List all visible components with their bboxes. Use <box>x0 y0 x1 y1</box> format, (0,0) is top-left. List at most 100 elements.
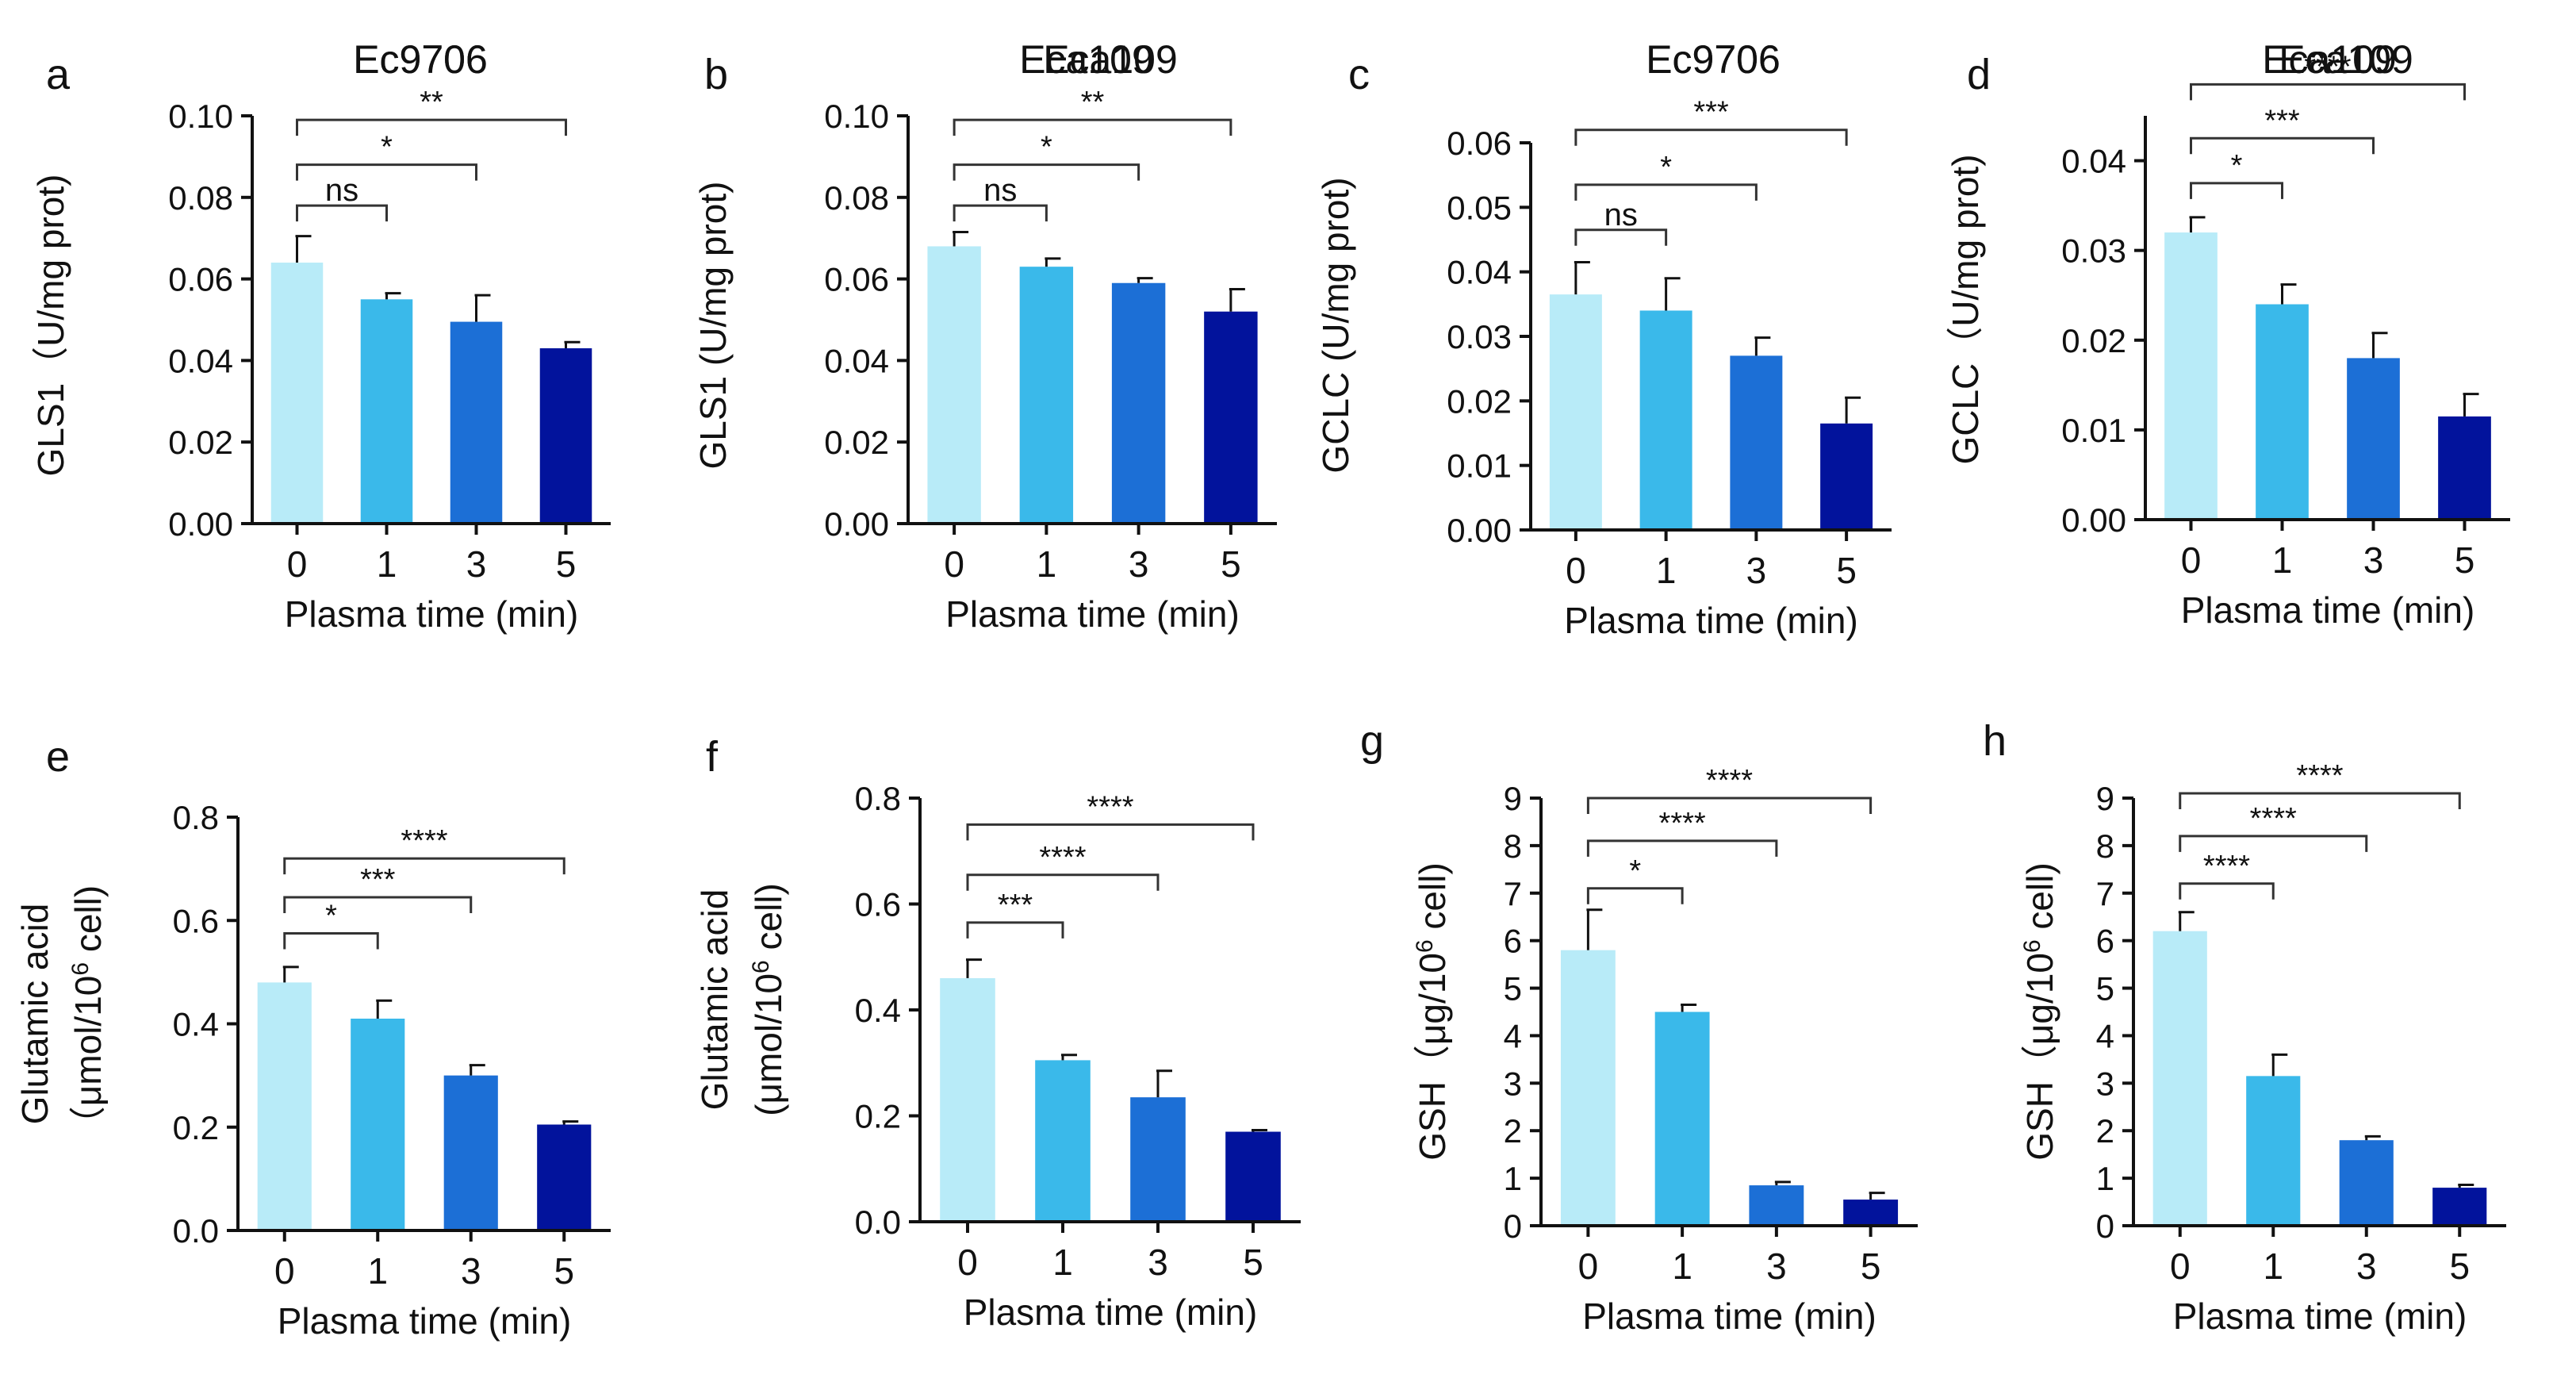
x-tick-label: 1 <box>2272 539 2293 581</box>
x-tick-label: 3 <box>1746 550 1767 591</box>
y-tick-label: 0.08 <box>824 179 889 217</box>
x-tick-label: 3 <box>466 543 487 585</box>
y-tick-label: 5 <box>2096 970 2114 1008</box>
x-axis-label: Plasma time (min) <box>2181 589 2475 631</box>
y-tick-label: 0.2 <box>855 1098 901 1135</box>
bar-3min <box>1130 1097 1186 1222</box>
significance-label: **** <box>2304 50 2351 83</box>
x-tick-label: 1 <box>1656 550 1677 591</box>
y-axis-label-line2: （μmol/106 cell) <box>67 885 109 1142</box>
y-tick-label: 0.03 <box>2061 232 2126 270</box>
significance-label: ns <box>1604 198 1638 232</box>
panel-letter: f <box>706 733 719 781</box>
significance-bracket <box>296 163 477 181</box>
significance-bracket <box>966 873 1160 891</box>
significance-bracket <box>953 118 1232 136</box>
x-tick-label: 3 <box>2356 1246 2377 1287</box>
bar-5min <box>539 347 592 524</box>
y-tick-label: 0.06 <box>1447 125 1512 162</box>
y-tick-label: 1 <box>1504 1160 1522 1197</box>
bar-5min <box>1843 1200 1899 1226</box>
y-tick-label: 0.02 <box>1447 382 1512 420</box>
y-tick-label: 5 <box>1504 970 1522 1008</box>
panel-letter: g <box>1360 717 1384 765</box>
significance-bracket <box>1574 129 1848 146</box>
y-tick-label: 0.8 <box>173 799 219 836</box>
significance-bracket <box>2179 882 2275 900</box>
panel-letter: b <box>704 51 728 98</box>
panel-f: f Eca109 0.0 0.2 0.4 0.6 0.8 0 1 3 5 Plasma time (m… <box>694 37 1301 1333</box>
panel-h: h Eca109 0 1 2 3 4 5 6 7 8 9 0 1 3 5 Plasma time (min) GS… <box>1983 37 2506 1337</box>
y-tick-label: 0.05 <box>1447 189 1512 226</box>
significance-label: **** <box>2250 802 2297 835</box>
significance-bracket <box>2190 83 2466 101</box>
x-tick-label: 1 <box>1052 1242 1073 1283</box>
bar-3min <box>1111 282 1166 524</box>
significance-label: *** <box>2264 104 2300 137</box>
y-axis-label: GCLC (U/mg prot) <box>1315 177 1356 473</box>
x-tick-label: 1 <box>2263 1246 2283 1287</box>
significance-bracket <box>966 823 1255 841</box>
x-axis-label: Plasma time (min) <box>1564 600 1858 641</box>
significance-bracket <box>2190 182 2283 199</box>
y-tick-label: 0.00 <box>1447 512 1512 549</box>
bar-5min <box>537 1124 592 1230</box>
bar-3min <box>1730 355 1783 530</box>
bar-5min <box>1820 423 1873 530</box>
panel-letter: h <box>1983 717 2007 765</box>
y-tick-label: 3 <box>1504 1065 1522 1102</box>
bar-3min <box>1749 1185 1804 1226</box>
chart-title: Ec9706 <box>353 37 488 82</box>
y-tick-label: 4 <box>1504 1017 1522 1054</box>
y-tick-label: 0.04 <box>168 342 233 379</box>
x-tick-label: 5 <box>1836 550 1857 591</box>
y-tick-label: 0.6 <box>173 902 219 939</box>
significance-bracket <box>1586 797 1873 814</box>
y-tick-label: 0.00 <box>168 505 233 543</box>
significance-bracket <box>1586 887 1684 904</box>
panel-d: d Eca109 0.00 0.01 0.02 0.03 0.04 0 1 3 5 Plasma ti… <box>1945 37 2510 631</box>
significance-bracket <box>953 163 1140 181</box>
x-tick-label: 3 <box>461 1250 481 1292</box>
y-axis-label-line2: (μmol/106 cell) <box>748 883 790 1116</box>
x-axis-label: Plasma time (min) <box>1582 1296 1876 1337</box>
bar-3min <box>450 321 503 524</box>
y-tick-label: 0.08 <box>168 179 233 217</box>
x-tick-label: 5 <box>1861 1246 1881 1287</box>
significance-bracket <box>283 932 379 950</box>
y-tick-label: 0.0 <box>855 1203 901 1241</box>
significance-label: **** <box>401 824 447 858</box>
x-tick-label: 0 <box>2170 1246 2191 1287</box>
y-tick-label: 0.03 <box>1447 318 1512 355</box>
significance-label: * <box>1041 131 1052 164</box>
x-tick-label: 3 <box>1129 543 1149 585</box>
x-tick-label: 0 <box>2181 539 2202 581</box>
significance-bracket <box>953 204 1048 222</box>
panel-letter: d <box>1967 51 1991 98</box>
y-tick-label: 0.00 <box>824 505 889 543</box>
y-tick-label: 2 <box>2096 1112 2114 1150</box>
bar-1min <box>360 299 413 524</box>
chart-title: Eca109 <box>1043 37 1178 82</box>
y-tick-label: 6 <box>2096 923 2114 960</box>
bar-0min <box>2152 931 2207 1226</box>
y-tick-label: 0.0 <box>173 1212 219 1250</box>
significance-label: * <box>1629 854 1641 888</box>
y-tick-label: 8 <box>2096 827 2114 865</box>
bar-5min <box>1204 311 1258 524</box>
y-tick-label: 0.06 <box>824 261 889 298</box>
significance-label: *** <box>360 863 396 896</box>
x-axis-label: Plasma time (min) <box>278 1300 572 1342</box>
bar-3min <box>2339 1140 2394 1226</box>
y-tick-label: 0 <box>1504 1207 1522 1245</box>
bar-5min <box>2432 1188 2487 1226</box>
panel-g: g Ec9706 0 1 2 3 4 5 6 7 8 9 0 1 3 5 Plasma time (min) GS… <box>1360 37 1918 1337</box>
x-axis-label: Plasma time (min) <box>945 593 1240 635</box>
significance-bracket <box>283 896 473 913</box>
y-tick-label: 1 <box>2096 1160 2114 1197</box>
significance-label: * <box>381 131 393 164</box>
y-tick-label: 7 <box>1504 875 1522 912</box>
y-tick-label: 0.10 <box>824 98 889 135</box>
x-tick-label: 1 <box>1037 543 1057 585</box>
